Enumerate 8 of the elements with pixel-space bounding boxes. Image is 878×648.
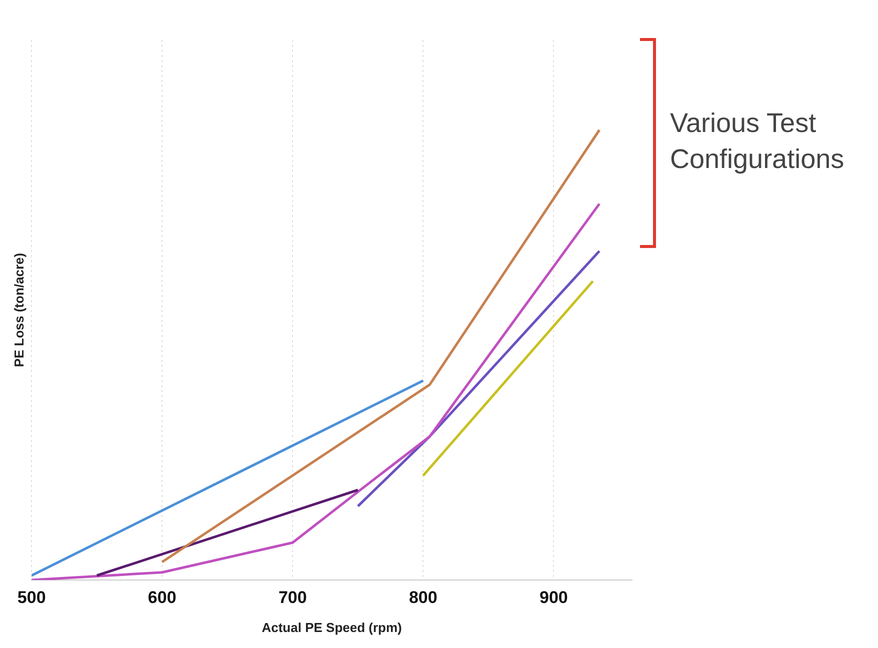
y-axis-title: PE Loss (ton/acre) [11, 252, 26, 368]
x-tick-label: 800 [408, 588, 438, 607]
x-tick-label: 600 [148, 588, 176, 607]
text: Various Test Configurations [670, 107, 846, 176]
x-tick-label: 900 [540, 588, 568, 607]
x-tick-label: 700 [278, 588, 307, 607]
x-axis-title: Actual PE Speed (rpm) [262, 620, 402, 635]
x-tick-label: 500 [17, 588, 46, 607]
